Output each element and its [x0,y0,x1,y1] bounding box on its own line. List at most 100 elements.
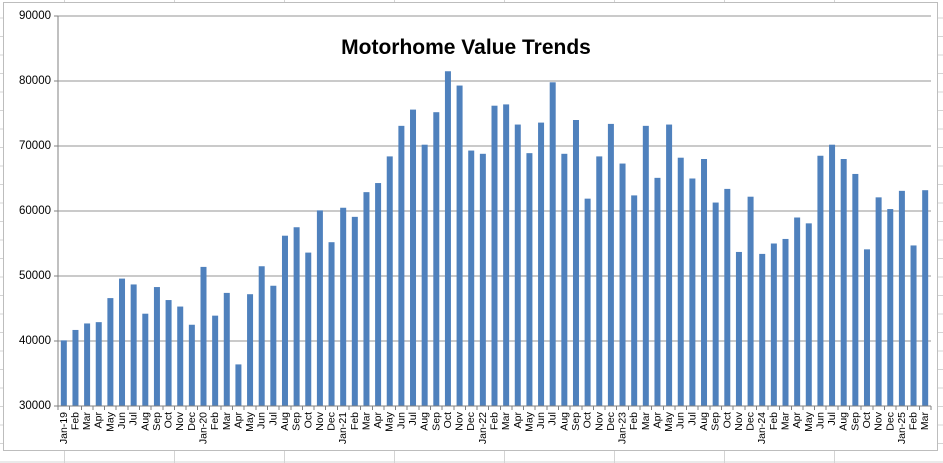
chart-title: Motorhome Value Trends [341,36,591,59]
bar-Aug[interactable] [840,159,847,406]
bar-Sep[interactable] [852,173,859,406]
x-axis-label: May [663,411,675,432]
bar-Aug[interactable] [561,153,568,406]
bar-Jun[interactable] [398,125,405,406]
bar-Jul[interactable] [130,284,137,406]
x-axis-label: May [104,411,116,432]
bar-Jan-25[interactable] [898,190,905,406]
bar-Nov[interactable] [596,156,603,406]
bar-Mar[interactable] [223,292,230,406]
x-axis-label: May [523,411,535,432]
x-axis-label: Apr [372,412,384,429]
y-axis-label: 30000 [19,400,51,412]
bar-Nov[interactable] [456,85,463,407]
x-axis-label: Nov [733,411,745,430]
bar-Mar[interactable] [503,104,510,407]
bar-Aug[interactable] [281,235,288,406]
bar-Feb[interactable] [910,245,917,406]
x-axis-label: May [244,411,256,432]
bar-Jun[interactable] [538,122,545,406]
x-axis-label: Jun [116,412,128,429]
bar-Nov[interactable] [875,197,882,406]
bar-Apr[interactable] [654,177,661,406]
bar-Mar[interactable] [922,190,929,406]
bar-Jan-19[interactable] [60,340,67,406]
x-axis-label: Nov [873,411,885,430]
bar-Jan-20[interactable] [200,266,207,406]
bar-Mar[interactable] [642,125,649,406]
bar-Sep[interactable] [293,227,300,406]
bar-Dec[interactable] [328,242,335,406]
bar-Apr[interactable] [794,217,801,407]
bar-Oct[interactable] [165,300,172,406]
bar-Sep[interactable] [712,202,719,406]
bar-Nov[interactable] [735,251,742,406]
bar-Aug[interactable] [701,159,708,406]
bar-Jun[interactable] [817,155,824,406]
bar-Feb[interactable] [631,195,638,406]
chart-frame[interactable]: 30000 40000 50000 60000 70000 80000 90000 Jan-1… [3,2,938,451]
bar-Apr[interactable] [375,183,382,406]
x-axis-label: Jan-25 [896,412,908,444]
bar-Dec[interactable] [607,123,614,407]
bar-May[interactable] [107,298,114,406]
bar-Jan-24[interactable] [759,253,766,406]
bar-Jul[interactable] [270,285,277,406]
x-axis-label: Nov [314,411,326,430]
bar-Jan-21[interactable] [340,207,347,406]
bar-Feb[interactable] [770,243,777,407]
bar-May[interactable] [526,153,533,406]
bar-Apr[interactable] [95,322,102,406]
x-axis-label: Mar [919,412,931,431]
bar-Apr[interactable] [514,124,521,407]
y-axis-label: 40000 [19,335,51,347]
bar-Jun[interactable] [258,266,265,406]
y-axis-label: 60000 [19,205,51,217]
bar-Jul[interactable] [410,109,417,406]
x-axis-label: Apr [791,412,803,429]
x-axis-label: Jun [256,412,268,429]
bar-Apr[interactable] [235,364,242,406]
x-axis-label: Jun [675,412,687,429]
bar-May[interactable] [386,156,393,406]
bar-Feb[interactable] [491,105,498,406]
bar-Oct[interactable] [863,249,870,406]
bar-Oct[interactable] [305,252,312,406]
x-axis-label: Jul [407,412,419,425]
bar-Feb[interactable] [72,329,79,406]
bar-Aug[interactable] [421,144,428,406]
bar-Dec[interactable] [188,324,195,406]
bar-Mar[interactable] [84,323,91,406]
bar-Sep[interactable] [572,120,579,406]
x-axis-label: Jul [686,412,698,425]
bar-Nov[interactable] [177,306,184,406]
bar-Dec[interactable] [468,150,475,406]
bar-Nov[interactable] [316,210,323,406]
bar-Oct[interactable] [444,71,451,406]
bar-May[interactable] [247,294,254,406]
bar-Jun[interactable] [119,278,126,406]
x-axis-label: Jul [128,412,140,425]
bar-Jan-23[interactable] [619,163,626,406]
bar-Mar[interactable] [782,238,789,406]
bar-Dec[interactable] [747,196,754,406]
bar-Aug[interactable] [142,313,149,406]
bar-May[interactable] [805,223,812,406]
axis-layer [54,15,932,410]
bar-May[interactable] [666,124,673,407]
bar-Oct[interactable] [724,188,731,406]
y-axis-label: 80000 [19,75,51,87]
bar-Feb[interactable] [212,315,219,406]
bar-Dec[interactable] [887,209,894,406]
bar-Sep[interactable] [433,112,440,406]
bar-Jan-22[interactable] [479,153,486,406]
bar-Jul[interactable] [829,144,836,406]
bar-Sep[interactable] [153,287,160,406]
bar-Mar[interactable] [363,192,370,406]
bar-Oct[interactable] [584,198,591,406]
bar-Jun[interactable] [677,157,684,406]
bar-Jul[interactable] [689,178,696,407]
bar-Jul[interactable] [549,82,556,407]
bar-Feb[interactable] [351,216,358,406]
